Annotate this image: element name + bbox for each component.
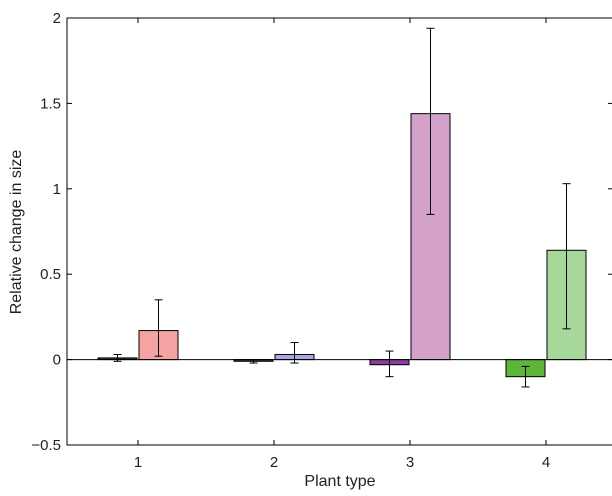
y-tick-label: −0.5	[31, 437, 61, 454]
x-tick-label: 3	[406, 454, 414, 471]
y-tick-label: 0.5	[40, 266, 61, 283]
x-axis-label: Plant type	[304, 473, 375, 490]
x-tick-label: 2	[270, 454, 278, 471]
y-tick-label: 1.5	[40, 95, 61, 112]
error-bar-3-left	[385, 350, 394, 378]
y-tick-label: 1	[53, 181, 61, 198]
error-bar-4-left	[521, 365, 530, 388]
y-tick-label: 0	[53, 352, 61, 369]
y-axis-label: Relative change in size	[8, 150, 25, 315]
y-tick-label: 2	[53, 10, 61, 27]
error-bar-3-right	[426, 27, 435, 215]
error-bar-4-right	[562, 183, 571, 330]
x-axis: 1 2 3 4	[134, 18, 550, 471]
y-axis: −0.5 0 0.5 1 1.5 2	[31, 10, 612, 454]
x-tick-label: 4	[542, 454, 550, 471]
x-tick-label: 1	[134, 454, 142, 471]
bars-layer	[97, 27, 587, 388]
error-bar-1-left	[113, 353, 122, 362]
plot-frame	[66, 17, 612, 446]
error-bar-1-right	[154, 299, 163, 357]
